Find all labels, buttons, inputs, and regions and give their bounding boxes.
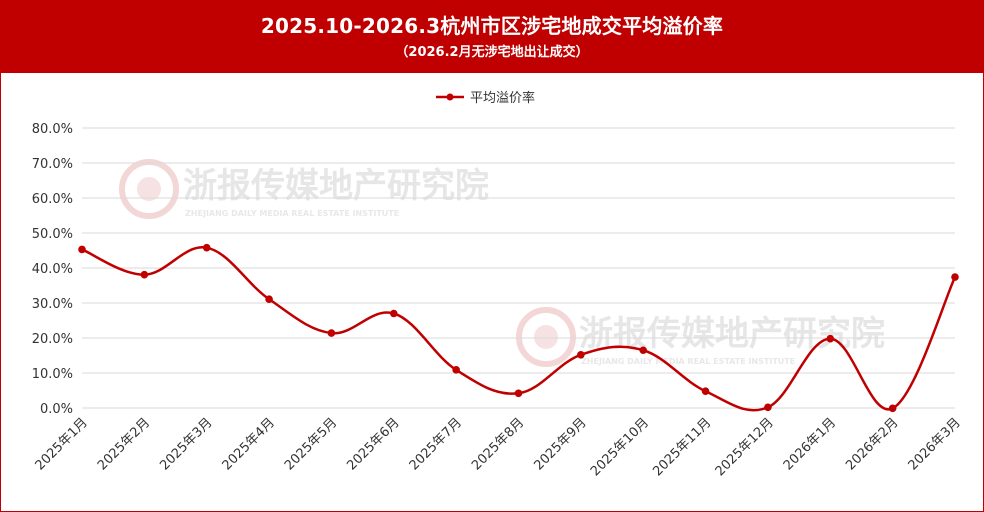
watermark-subtitle: ZHEJIANG DAILY MEDIA REAL ESTATE INSTITU… xyxy=(581,357,795,366)
y-tick-label: 60.0% xyxy=(32,192,73,207)
x-axis: 2025年1月 2025年2月 2025年3月 2025年4月 2025年5月 2025年… xyxy=(33,415,964,479)
x-tick-label: 2025年4月 xyxy=(220,415,278,473)
data-point xyxy=(639,346,648,355)
data-point xyxy=(951,273,959,281)
data-point xyxy=(327,329,336,337)
x-tick-label: 2025年11月 xyxy=(650,415,714,479)
x-tick-label: 2025年9月 xyxy=(531,415,589,473)
data-point xyxy=(764,403,772,412)
data-point xyxy=(78,245,86,254)
x-tick-label: 2025年7月 xyxy=(407,415,465,473)
line-chart: 浙报传媒地产研究院 ZHEJIANG DAILY MEDIA REAL ESTA… xyxy=(32,90,964,479)
x-tick-label: 2025年2月 xyxy=(95,415,153,473)
x-tick-label: 2025年3月 xyxy=(157,415,215,473)
data-point xyxy=(888,404,897,413)
legend: 平均溢价率 xyxy=(436,90,535,106)
x-tick-label: 2025年5月 xyxy=(282,415,340,473)
data-point xyxy=(265,295,273,303)
y-tick-label: 50.0% xyxy=(32,227,73,242)
x-tick-label: 2026年1月 xyxy=(781,415,839,473)
y-tick-label: 70.0% xyxy=(32,157,73,172)
data-point xyxy=(577,351,585,359)
chart-title: 2025.10-2026.3杭州市区涉宅地成交平均溢价率 xyxy=(260,14,724,38)
watermark-logo-core xyxy=(137,177,161,201)
data-point xyxy=(202,243,211,252)
x-tick-label: 2026年2月 xyxy=(843,415,901,473)
y-tick-label: 10.0% xyxy=(32,367,73,382)
watermark-logo-icon xyxy=(119,159,179,219)
x-tick-label: 2025年10月 xyxy=(588,415,652,479)
x-tick-label: 2025年12月 xyxy=(713,415,777,479)
legend-label: 平均溢价率 xyxy=(470,90,535,106)
watermark-logo-core xyxy=(534,325,558,349)
data-point xyxy=(452,366,460,374)
y-tick-label: 0.0% xyxy=(40,402,73,417)
watermark-1: 浙报传媒地产研究院 ZHEJIANG DAILY MEDIA REAL ESTA… xyxy=(119,159,489,219)
data-point xyxy=(826,334,835,343)
gridlines xyxy=(82,127,955,409)
series-layer xyxy=(78,243,959,413)
y-tick-label: 30.0% xyxy=(32,297,73,312)
data-point xyxy=(140,270,149,279)
x-tick-label: 2026年3月 xyxy=(906,415,964,473)
y-tick-label: 20.0% xyxy=(32,332,73,347)
data-point xyxy=(389,309,398,318)
legend-marker xyxy=(446,93,454,101)
chart-subtitle: （2026.2月无涉宅地出让成交） xyxy=(395,45,589,60)
chart-header: 2025.10-2026.3杭州市区涉宅地成交平均溢价率 （2026.2月无涉宅… xyxy=(1,1,983,73)
data-point xyxy=(701,387,710,396)
x-tick-label: 2025年6月 xyxy=(344,415,402,473)
y-tick-label: 80.0% xyxy=(32,122,73,137)
x-tick-label: 2025年1月 xyxy=(33,415,91,473)
x-tick-label: 2025年8月 xyxy=(469,415,527,473)
data-point xyxy=(514,389,523,398)
watermark-subtitle: ZHEJIANG DAILY MEDIA REAL ESTATE INSTITU… xyxy=(185,209,399,218)
y-axis: 0.0% 10.0% 20.0% 30.0% 40.0% 50.0% 60.0% 70.0% 8… xyxy=(32,122,73,417)
watermark-title: 浙报传媒地产研究院 xyxy=(183,166,489,206)
y-tick-label: 40.0% xyxy=(32,262,73,277)
watermark-logo-icon xyxy=(516,307,576,367)
